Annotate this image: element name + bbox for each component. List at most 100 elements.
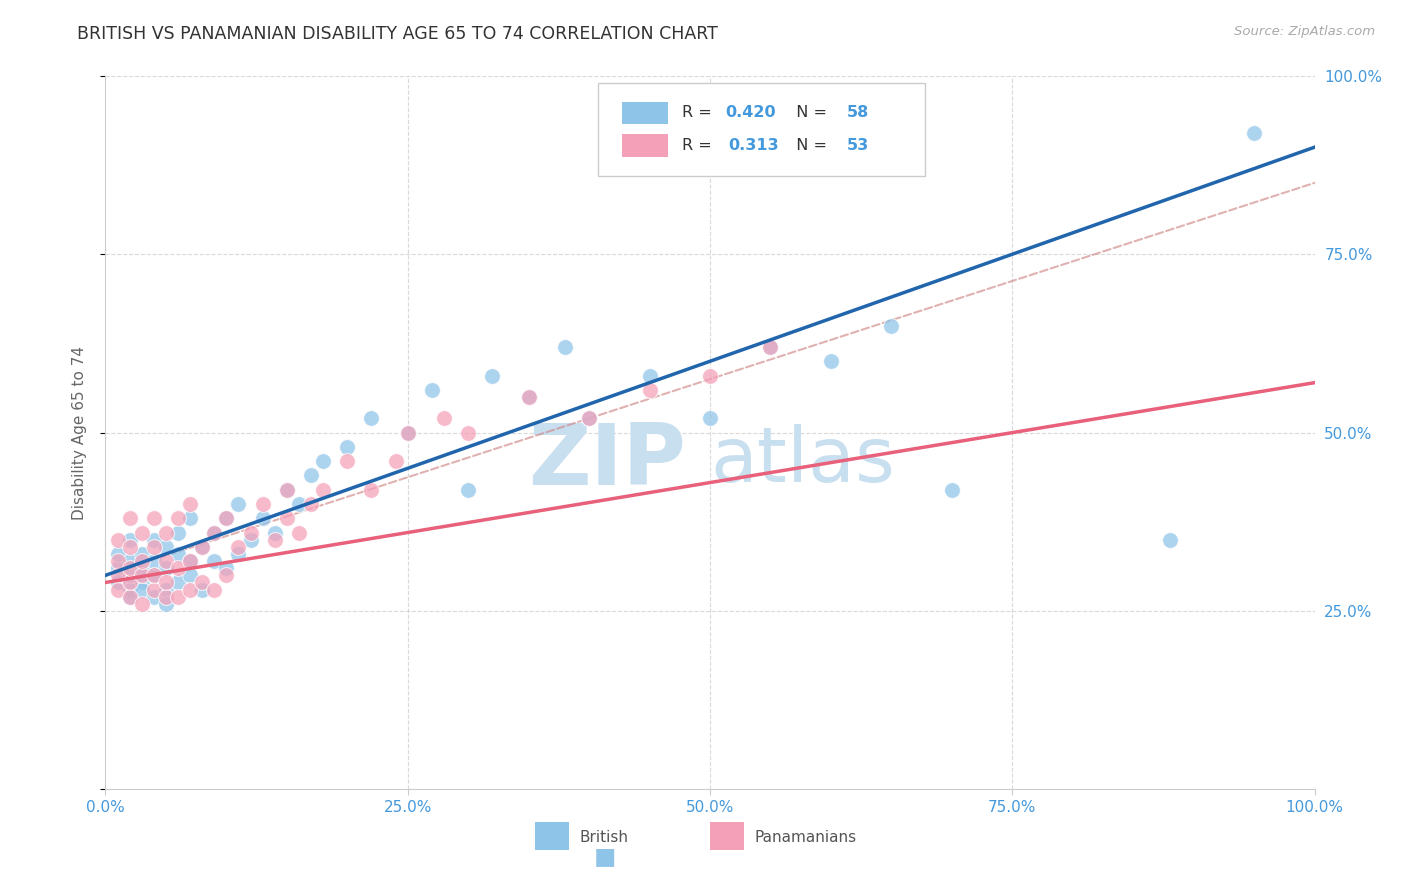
Point [131,568,153,582]
Point [1243,126,1265,140]
Point [142,568,165,582]
Point [118,511,141,525]
Point [142,540,165,554]
Point [420,383,443,397]
Point [457,425,479,440]
Text: N =: N = [786,138,832,153]
Text: ZIP: ZIP [529,419,686,503]
Point [228,497,250,511]
Point [215,511,238,525]
Point [336,454,359,468]
Point [118,554,141,568]
Point [759,340,782,354]
Point [276,511,298,525]
Point [252,511,274,525]
Text: 58: 58 [846,105,869,120]
Point [263,533,285,547]
Point [239,525,262,540]
Point [155,590,177,604]
Point [118,568,141,582]
Point [578,411,600,425]
FancyBboxPatch shape [621,102,668,124]
Point [167,547,190,561]
Point [155,575,177,590]
Point [215,568,238,582]
Point [179,511,201,525]
Point [202,554,225,568]
Point [118,561,141,575]
FancyBboxPatch shape [621,135,668,157]
Point [638,383,661,397]
FancyBboxPatch shape [534,822,568,850]
Point [107,568,129,582]
Point [118,575,141,590]
Point [276,483,298,497]
Text: atlas: atlas [710,425,894,498]
Point [131,547,153,561]
Point [167,511,190,525]
Point [699,411,721,425]
Point [107,575,129,590]
Point [481,368,503,383]
Point [107,533,129,547]
Point [131,525,153,540]
Point [131,554,153,568]
Point [118,533,141,547]
Point [142,554,165,568]
Point [360,483,382,497]
Point [880,318,903,333]
Point [167,525,190,540]
Point [155,561,177,575]
Point [155,597,177,611]
Point [517,390,540,404]
Text: 53: 53 [846,138,869,153]
Point [578,411,600,425]
Point [131,561,153,575]
Point [118,590,141,604]
Point [759,340,782,354]
Point [312,483,335,497]
Point [312,454,335,468]
Point [142,590,165,604]
Point [179,582,201,597]
Point [276,483,298,497]
Point [191,575,214,590]
Point [820,354,842,368]
Point [107,582,129,597]
Text: ▪: ▪ [592,839,617,873]
Point [191,582,214,597]
Point [360,411,382,425]
Point [299,497,322,511]
Point [179,497,201,511]
Point [554,340,576,354]
Point [191,540,214,554]
Point [179,554,201,568]
Point [457,483,479,497]
Point [107,561,129,575]
Text: R =: R = [682,105,717,120]
FancyBboxPatch shape [598,83,925,177]
FancyBboxPatch shape [710,822,744,850]
Point [131,597,153,611]
Point [941,483,963,497]
Point [155,582,177,597]
Point [252,497,274,511]
Point [288,525,311,540]
Point [228,547,250,561]
Point [215,561,238,575]
Point [517,390,540,404]
Point [1159,533,1181,547]
Point [191,540,214,554]
Point [107,547,129,561]
Text: 0.420: 0.420 [725,105,776,120]
Text: Source: ZipAtlas.com: Source: ZipAtlas.com [1234,25,1375,38]
Point [142,568,165,582]
Point [202,525,225,540]
Point [131,575,153,590]
Point [155,525,177,540]
Point [131,582,153,597]
Text: British: British [579,830,628,845]
Point [118,540,141,554]
Point [202,525,225,540]
Point [638,368,661,383]
